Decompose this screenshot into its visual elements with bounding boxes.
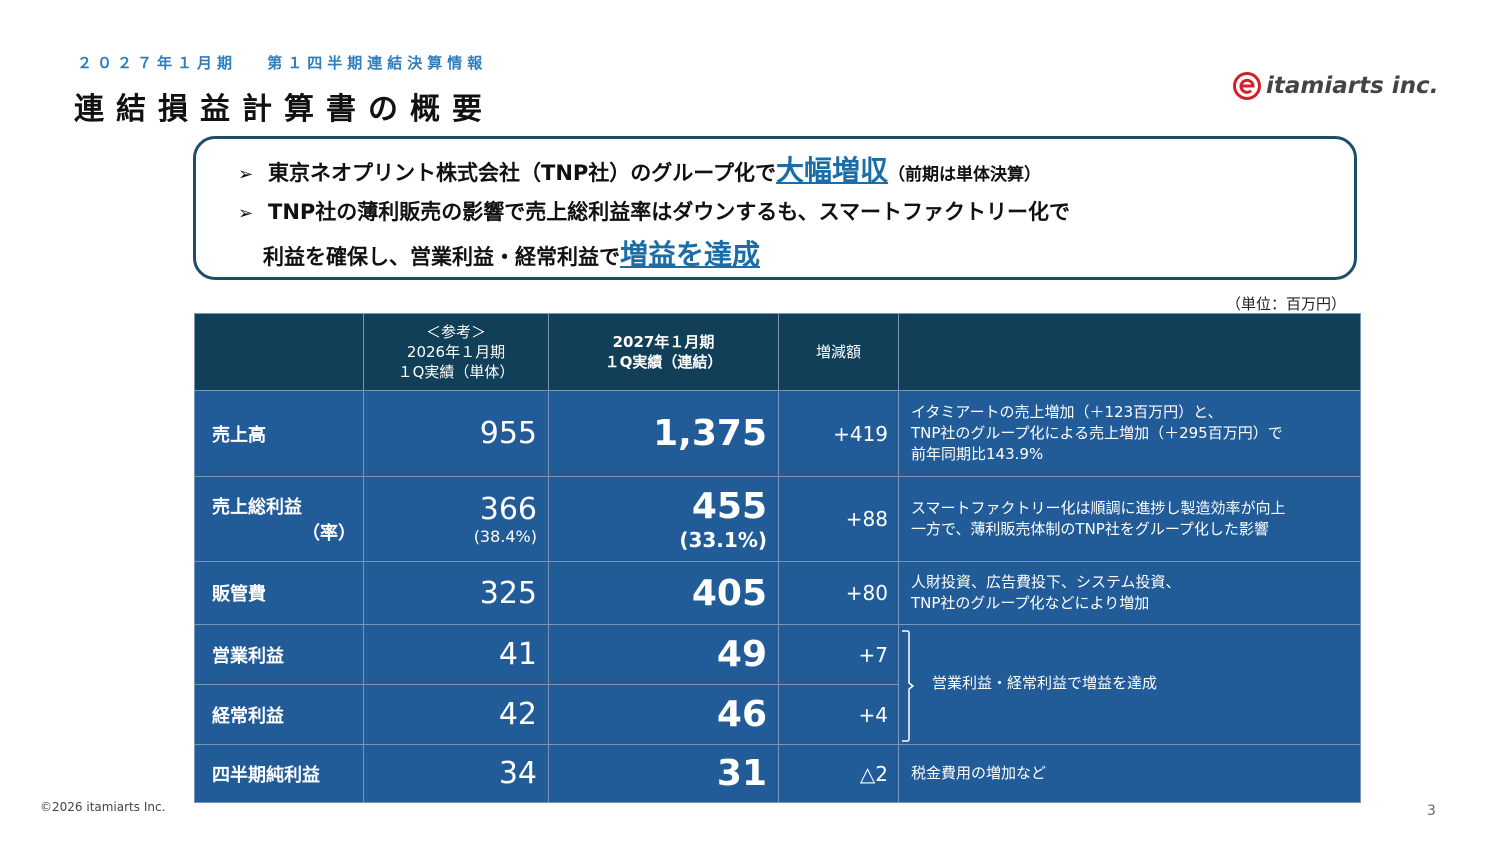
header-notes	[898, 313, 1361, 391]
current-value: 31	[548, 744, 779, 803]
prior-value: 41	[363, 624, 549, 685]
note-line: TNP社のグループ化などにより増加	[911, 594, 1150, 612]
note-line: 前年同期比143.9%	[911, 445, 1044, 463]
current-value: 1,375	[548, 390, 779, 477]
diff-value: +4	[778, 684, 899, 745]
row-label-sub: （率）	[302, 523, 356, 544]
header-current-line2: １Q実績（連結）	[604, 353, 723, 371]
diff-value: △2	[778, 744, 899, 803]
bracket-note-cell: 営業利益・経常利益で増益を達成	[898, 624, 1361, 745]
summary-line1-note: （前期は単体決算）	[888, 165, 1042, 185]
header-prior-line3: １Q実績（単体）	[397, 363, 515, 381]
header-label-cell	[194, 313, 364, 391]
table-row-net-profit: 四半期純利益 34 31 △2 税金費用の増加など	[194, 744, 1361, 803]
row-note: 人財投資、広告費投下、システム投資、 TNP社のグループ化などにより増加	[898, 561, 1361, 625]
prior-value-main: 366	[479, 491, 537, 527]
unit-label: （単位：百万円）	[1226, 295, 1347, 313]
logo-text: itamiarts inc.	[1266, 73, 1439, 99]
prior-value: 42	[363, 684, 549, 745]
table-row-gross-profit: 売上総利益 （率） 366 (38.4%) 455 (33.1%) +88 スマ…	[194, 476, 1361, 562]
note-line: スマートファクトリー化は順調に進捗し製造効率が向上	[911, 499, 1286, 517]
row-note: スマートファクトリー化は順調に進捗し製造効率が向上 一方で、薄利販売体制のTNP…	[898, 476, 1361, 562]
bracket-note: 営業利益・経常利益で増益を達成	[932, 674, 1158, 692]
bracket-icon	[902, 630, 915, 742]
prior-value: 325	[363, 561, 549, 625]
row-label-main: 売上総利益	[212, 497, 302, 518]
table-row-ordinary-profit: 経常利益 42 46 +4	[194, 684, 1361, 745]
row-label: 経常利益	[194, 684, 364, 745]
row-label: 売上高	[194, 390, 364, 477]
diff-value: +80	[778, 561, 899, 625]
prior-value: 955	[363, 390, 549, 477]
summary-line3-text: 利益を確保し、営業利益・経常利益で	[263, 245, 620, 269]
summary-line1-text: 東京ネオプリント株式会社（TNP社）のグループ化で	[268, 161, 777, 185]
copyright-footer: ©2026 itamiarts Inc.	[40, 800, 166, 814]
slide-subtitle: ２０２７年１月期 第１四半期連結決算情報	[77, 54, 488, 72]
summary-bullet-2: ➢ TNP社の薄利販売の影響で売上総利益率はダウンするも、スマートファクトリー化…	[238, 196, 1070, 226]
note-line: イタミアートの売上増加（＋123百万円）と、	[911, 403, 1223, 421]
income-statement-table: ＜参考＞ 2026年１月期 １Q実績（単体） 2027年１月期 １Q実績（連結）…	[194, 313, 1361, 803]
header-prior-line2: 2026年１月期	[406, 343, 506, 361]
row-note: 税金費用の増加など	[898, 744, 1361, 803]
note-line: 一方で、薄利販売体制のTNP社をグループ化した影響	[911, 520, 1269, 538]
summary-line3-highlight: 増益を達成	[620, 238, 761, 271]
e-swirl-logo-icon	[1233, 72, 1261, 100]
diff-value: +7	[778, 624, 899, 685]
slide-title: 連結損益計算書の概要	[74, 92, 494, 127]
header-diff: 増減額	[778, 313, 899, 391]
row-label: 販管費	[194, 561, 364, 625]
table-row-sales: 売上高 955 1,375 +419 イタミアートの売上増加（＋123百万円）と…	[194, 390, 1361, 477]
arrow-bullet-icon: ➢	[238, 203, 254, 224]
diff-value: +88	[778, 476, 899, 562]
table-header-row: ＜参考＞ 2026年１月期 １Q実績（単体） 2027年１月期 １Q実績（連結）…	[194, 313, 1361, 391]
diff-value: +419	[778, 390, 899, 477]
arrow-bullet-icon: ➢	[238, 164, 254, 185]
table-row-sga: 販管費 325 405 +80 人財投資、広告費投下、システム投資、 TNP社の…	[194, 561, 1361, 625]
summary-bullet-1: ➢ 東京ネオプリント株式会社（TNP社）のグループ化で 大幅増収 （前期は単体決…	[238, 149, 1041, 189]
page-number: 3	[1427, 803, 1436, 819]
row-label: 四半期純利益	[194, 744, 364, 803]
row-note: イタミアートの売上増加（＋123百万円）と、 TNP社のグループ化による売上増加…	[898, 390, 1361, 477]
company-logo: itamiarts inc.	[1232, 68, 1438, 104]
current-value: 405	[548, 561, 779, 625]
row-label: 営業利益	[194, 624, 364, 685]
current-value: 46	[548, 684, 779, 745]
current-value-main: 455	[691, 485, 767, 527]
row-label: 売上総利益 （率）	[194, 476, 364, 562]
header-prior-line1: ＜参考＞	[425, 323, 486, 341]
prior-value: 366 (38.4%)	[363, 476, 549, 562]
note-line: TNP社のグループ化による売上増加（＋295百万円）で	[911, 424, 1283, 442]
table-row-operating-profit: 営業利益 41 49 +7 営業利益・経常利益で増益を達成	[194, 624, 1361, 745]
note-line: 人財投資、広告費投下、システム投資、	[911, 573, 1181, 591]
current-value: 455 (33.1%)	[548, 476, 779, 562]
summary-box: ➢ 東京ネオプリント株式会社（TNP社）のグループ化で 大幅増収 （前期は単体決…	[193, 136, 1357, 280]
summary-line1-highlight: 大幅増収	[776, 154, 889, 187]
summary-bullet-2-continued: 利益を確保し、営業利益・経常利益で 増益を達成	[263, 233, 760, 273]
prior-value: 34	[363, 744, 549, 803]
current-value-rate: (33.1%)	[679, 527, 767, 552]
header-prior-period: ＜参考＞ 2026年１月期 １Q実績（単体）	[363, 313, 549, 391]
header-current-line1: 2027年１月期	[612, 333, 715, 351]
summary-line2-text: TNP社の薄利販売の影響で売上総利益率はダウンするも、スマートファクトリー化で	[268, 200, 1071, 224]
current-value: 49	[548, 624, 779, 685]
prior-value-rate: (38.4%)	[473, 526, 537, 546]
header-current-period: 2027年１月期 １Q実績（連結）	[548, 313, 779, 391]
